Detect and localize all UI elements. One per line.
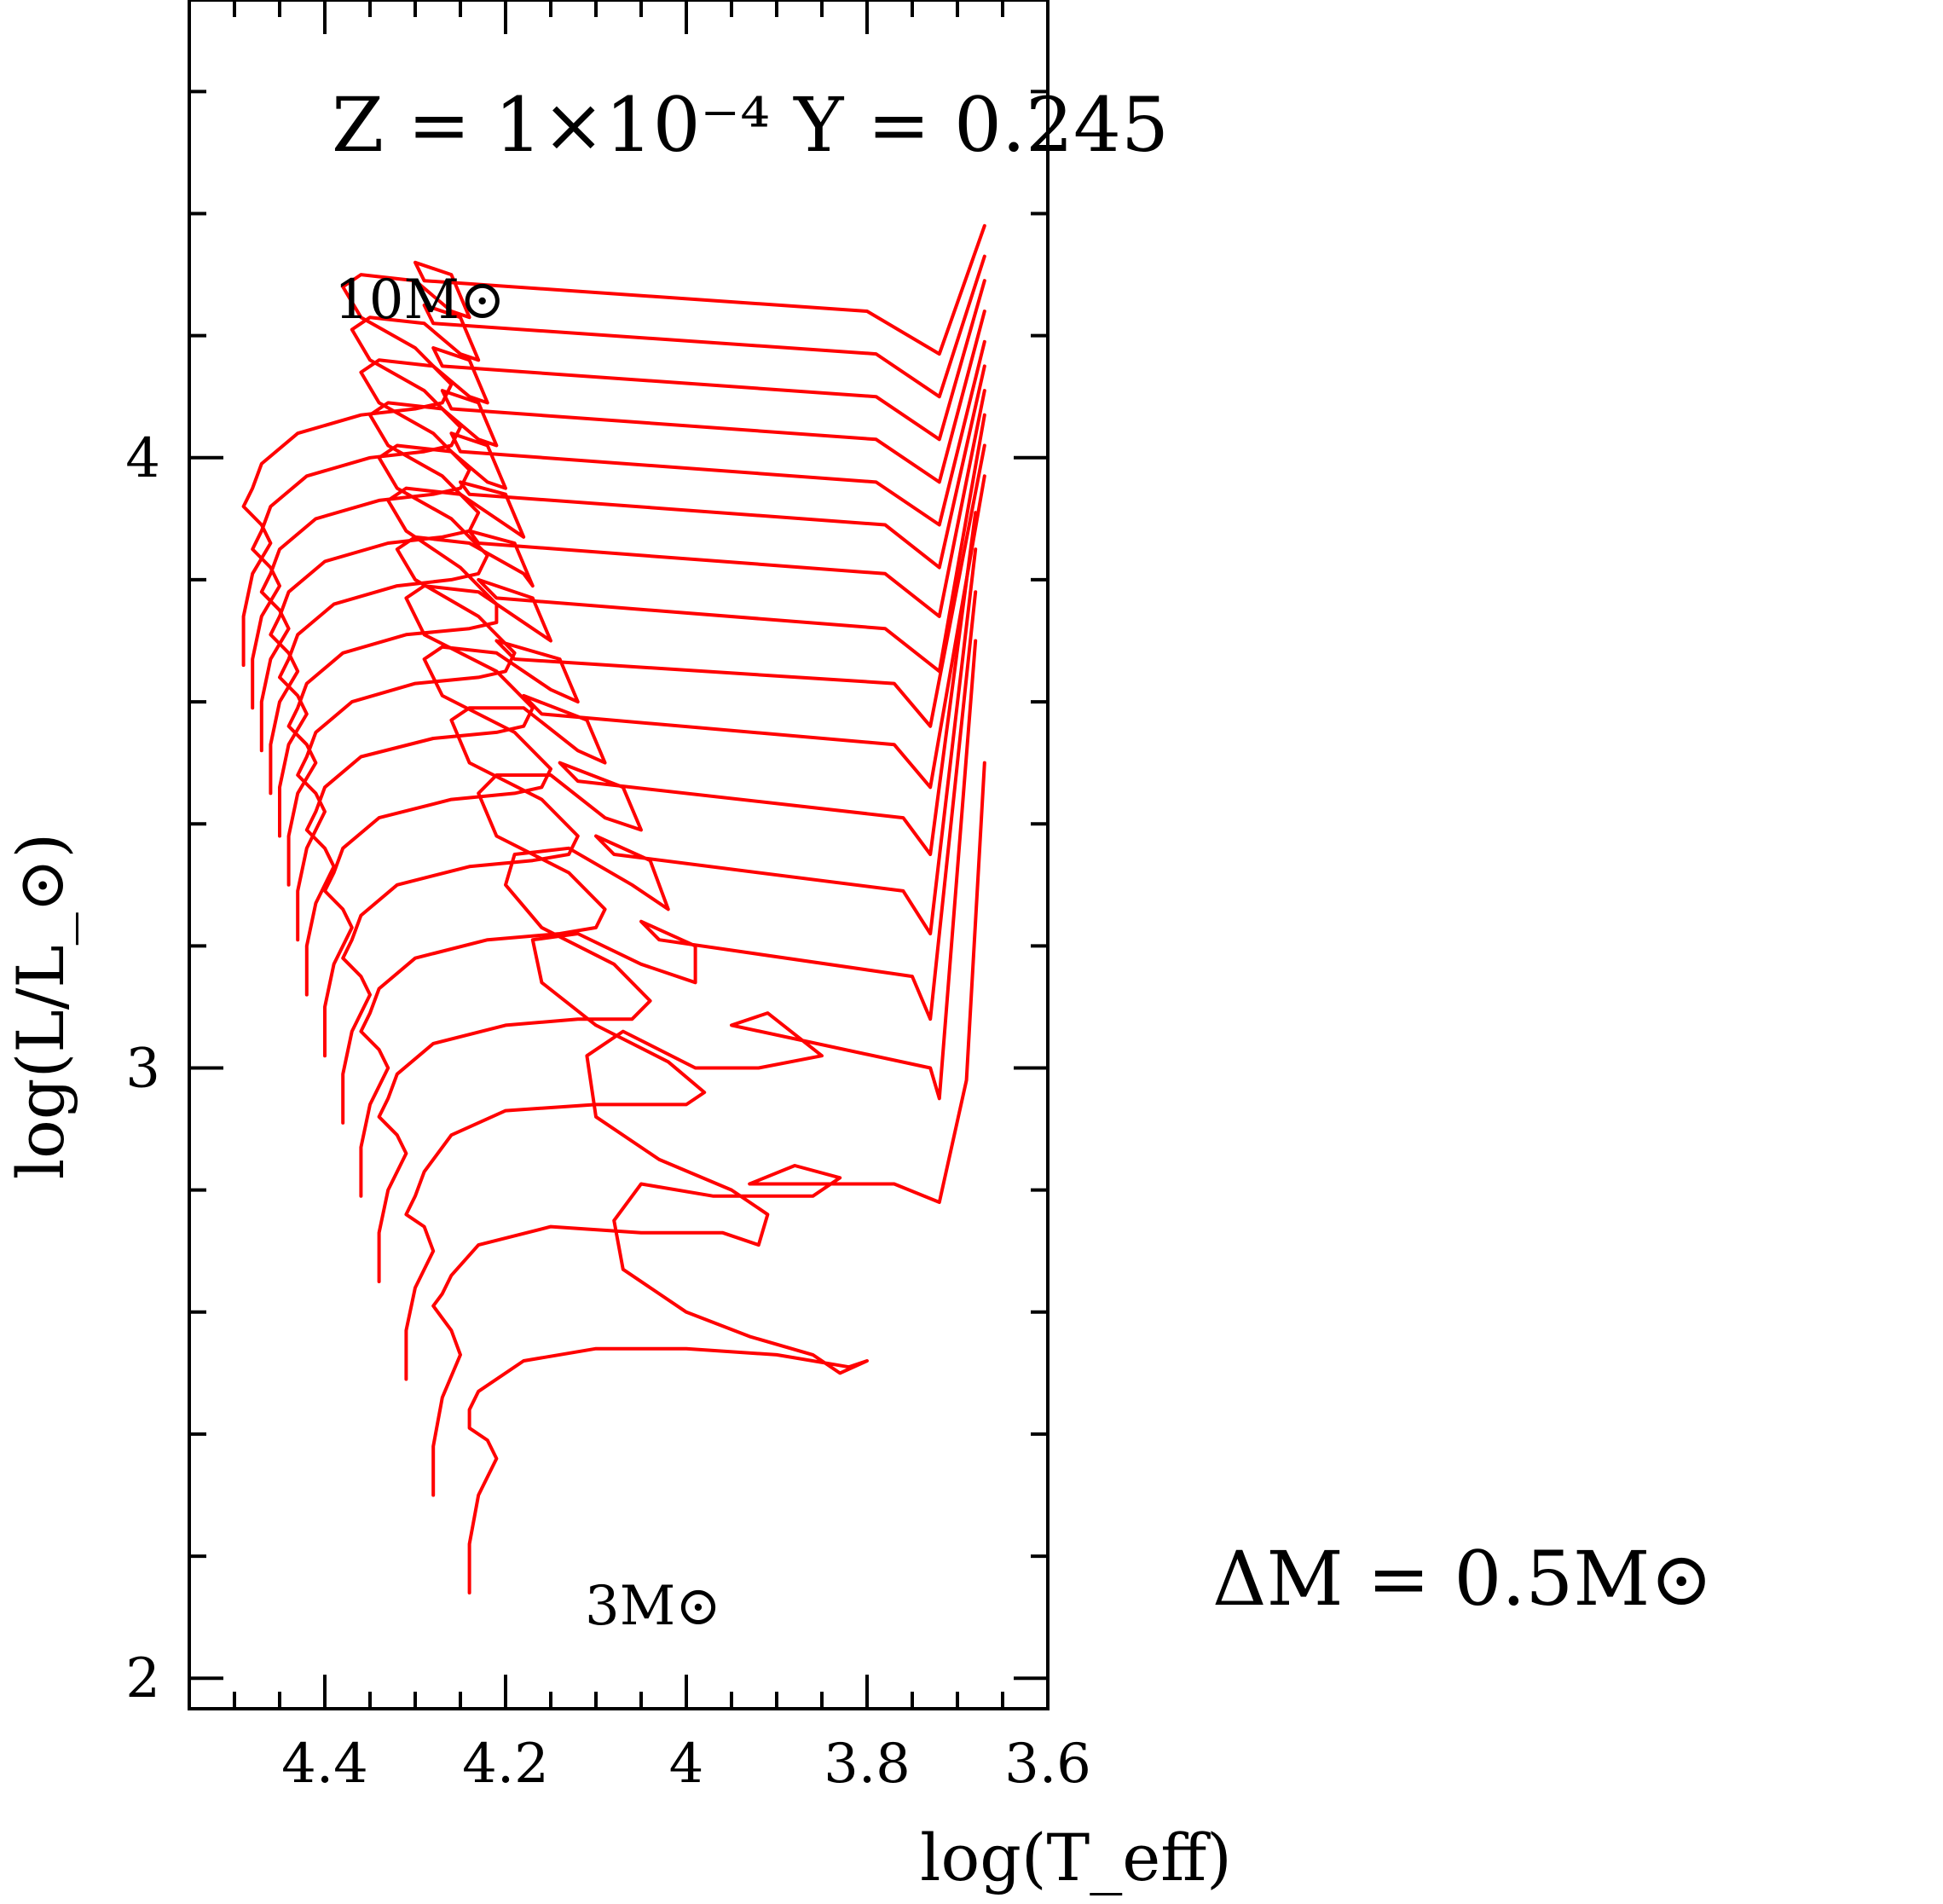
track-4_5-msun	[377, 547, 978, 1283]
track-10-msun	[241, 223, 986, 668]
axes: 4.4 4.2 4 3.8 3.6 2 3 4	[125, 0, 1091, 1796]
y-tick-label: 3	[125, 1038, 160, 1101]
track-5-msun	[359, 511, 978, 1198]
x-tick-label: 4.2	[462, 1733, 549, 1796]
track-7-msun	[296, 389, 986, 942]
y-axis-label: log(L/L_⊙)	[3, 833, 78, 1179]
track-9_5-msun	[251, 254, 986, 710]
y-tick-label: 2	[125, 1647, 160, 1710]
track-7_5-msun	[286, 364, 986, 887]
track-4-msun	[404, 590, 978, 1381]
bottom-mass-label: 3M⊙	[585, 1575, 721, 1638]
track-9-msun	[259, 279, 986, 753]
top-mass-label: 10M⊙	[334, 269, 506, 332]
evolutionary-tracks	[241, 223, 986, 1594]
track-6_5-msun	[304, 413, 986, 997]
track-3_5-msun	[431, 639, 978, 1497]
x-tick-label: 3.6	[1004, 1733, 1091, 1796]
track-3-msun	[467, 761, 986, 1594]
x-tick-label: 3.8	[824, 1733, 911, 1796]
track-5_5-msun	[341, 474, 986, 1125]
y-tick-label: 4	[125, 427, 160, 490]
plot-frame	[188, 0, 1050, 1710]
chart-title: Z = 1×10⁻⁴ Y = 0.245	[332, 81, 1169, 169]
x-axis-label: log(T_eff)	[920, 1820, 1232, 1895]
mass-step-label: ΔM = 0.5M⊙	[1212, 1535, 1713, 1623]
x-tick-label: 4.4	[281, 1733, 368, 1796]
track-8-msun	[278, 339, 986, 838]
x-tick-label: 4	[669, 1733, 704, 1796]
